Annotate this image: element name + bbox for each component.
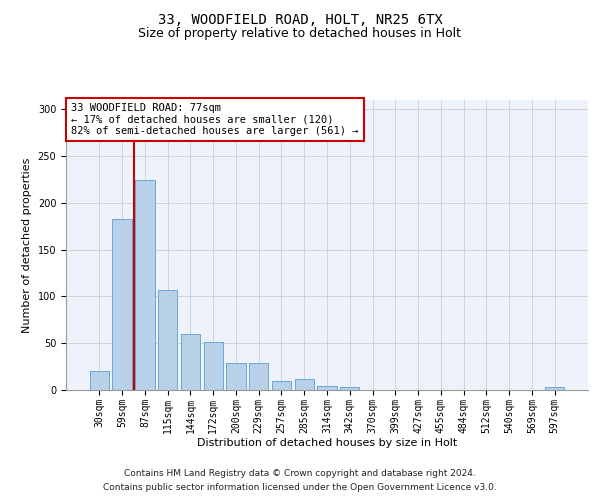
Bar — [545, 387, 564, 390]
Text: Contains HM Land Registry data © Crown copyright and database right 2024.: Contains HM Land Registry data © Crown c… — [124, 468, 476, 477]
Bar — [158, 290, 178, 390]
Bar — [181, 334, 200, 390]
Bar — [226, 363, 245, 390]
Bar — [135, 180, 155, 390]
Bar — [317, 386, 337, 390]
Text: Contains public sector information licensed under the Open Government Licence v3: Contains public sector information licen… — [103, 484, 497, 492]
Bar — [340, 387, 359, 390]
Bar — [295, 379, 314, 390]
Bar — [272, 380, 291, 390]
Bar — [90, 372, 109, 390]
Text: Size of property relative to detached houses in Holt: Size of property relative to detached ho… — [139, 28, 461, 40]
Bar — [112, 219, 132, 390]
Y-axis label: Number of detached properties: Number of detached properties — [22, 158, 32, 332]
Bar — [203, 342, 223, 390]
Text: 33 WOODFIELD ROAD: 77sqm
← 17% of detached houses are smaller (120)
82% of semi-: 33 WOODFIELD ROAD: 77sqm ← 17% of detach… — [71, 103, 359, 136]
Text: 33, WOODFIELD ROAD, HOLT, NR25 6TX: 33, WOODFIELD ROAD, HOLT, NR25 6TX — [158, 12, 442, 26]
X-axis label: Distribution of detached houses by size in Holt: Distribution of detached houses by size … — [197, 438, 457, 448]
Bar — [249, 363, 268, 390]
